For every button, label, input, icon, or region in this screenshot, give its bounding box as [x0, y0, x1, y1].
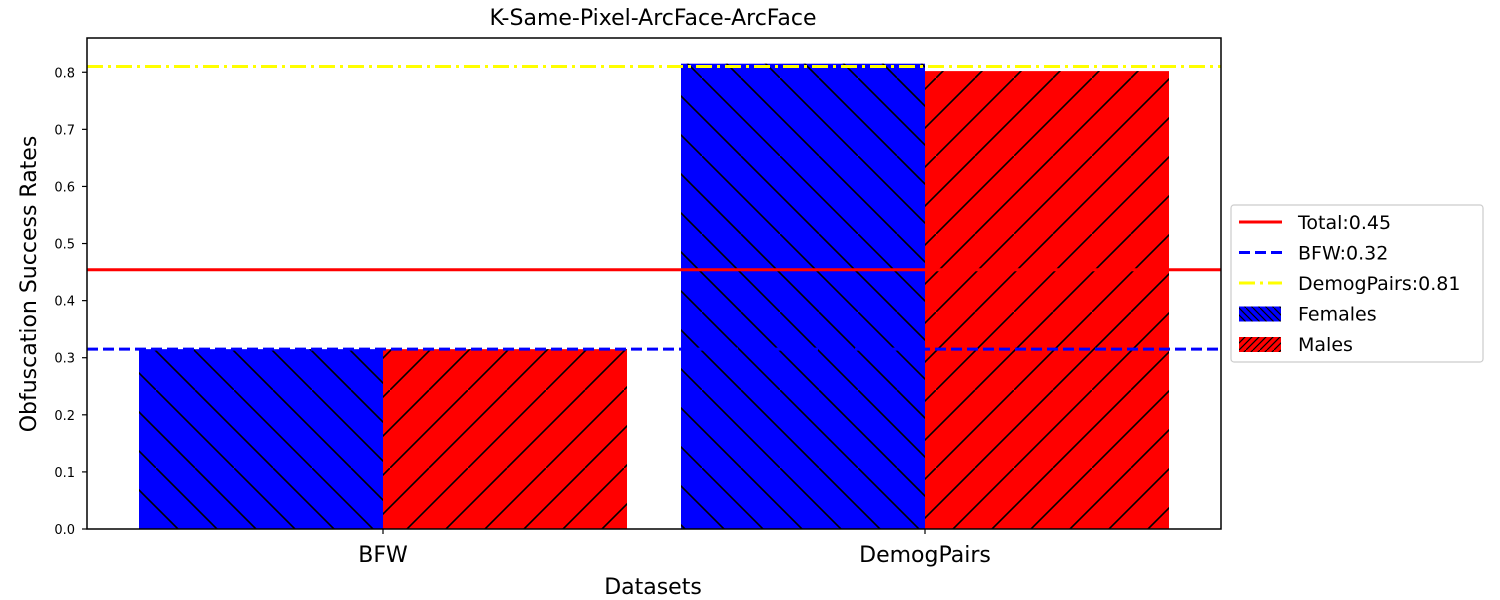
y-tick-label: 0.1	[54, 466, 75, 481]
y-tick-label: 0.6	[54, 180, 75, 195]
legend-swatch-hatch-females	[1239, 306, 1281, 322]
legend-frame	[1230, 204, 1484, 363]
legend-label-demogpairs: DemogPairs:0.81	[1298, 273, 1460, 295]
y-tick-label: 0.4	[54, 295, 75, 310]
x-tick-label-bfw: BFW	[358, 543, 408, 568]
bar-hatch-males-demogpairs	[925, 71, 1169, 529]
x-axis: BFW DemogPairs	[358, 529, 991, 568]
plot-area	[87, 63, 1221, 529]
legend-swatch-hatch-males	[1239, 337, 1281, 352]
y-tick-label: 0.8	[54, 66, 75, 81]
x-tick-label-demogpairs: DemogPairs	[859, 543, 991, 568]
y-tick-label: 0.5	[54, 238, 75, 253]
legend-label-total: Total:0.45	[1297, 212, 1391, 234]
bar-hatch-females-demogpairs	[681, 63, 925, 529]
y-axis-title: Obfuscation Success Rates	[17, 136, 42, 433]
y-tick-label: 0.7	[54, 123, 75, 138]
y-axis: 0.0 0.1 0.2 0.3 0.4 0.5 0.6 0.7 0.8	[54, 66, 87, 538]
legend-label-males: Males	[1298, 334, 1353, 356]
bar-hatch-males-bfw	[383, 349, 627, 529]
chart-title: K-Same-Pixel-ArcFace-ArcFace	[489, 6, 816, 31]
y-tick-label: 0.0	[54, 523, 75, 538]
legend-label-bfw: BFW:0.32	[1298, 243, 1388, 265]
legend: Total:0.45 BFW:0.32 DemogPairs:0.81 Females…	[1230, 204, 1484, 363]
legend-label-females: Females	[1298, 304, 1377, 326]
y-tick-label: 0.2	[54, 409, 75, 424]
bar-hatch-females-bfw	[139, 349, 383, 529]
plot-frame	[86, 37, 1222, 530]
x-axis-title: Datasets	[604, 575, 702, 600]
y-tick-label: 0.3	[54, 352, 75, 367]
